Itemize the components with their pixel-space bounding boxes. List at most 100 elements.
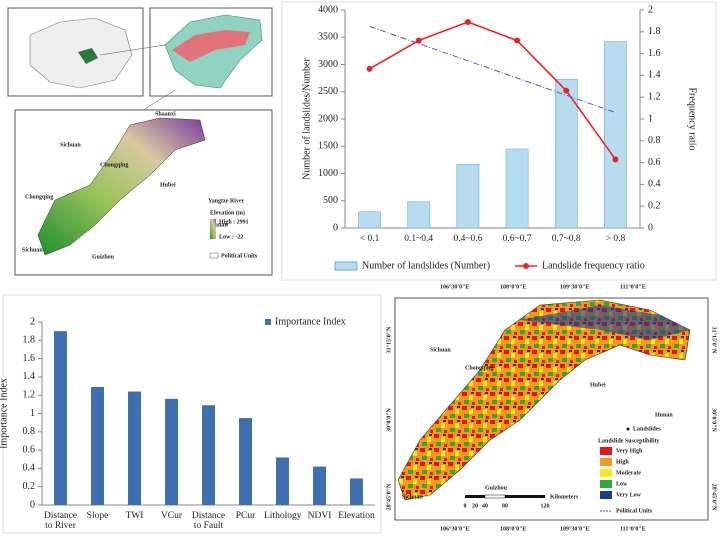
legend-label: Low [616, 481, 628, 487]
legend-label: Landslides [633, 426, 661, 432]
susceptibility-area [397, 299, 691, 501]
y-tick-label: 0 [30, 499, 35, 510]
trendline [369, 25, 616, 113]
tgr-area [172, 30, 250, 62]
region-label: Sichuan [402, 494, 423, 500]
bar [276, 457, 289, 505]
y2-tick-label: 1.8 [648, 26, 661, 37]
scale-tick: 20 [472, 503, 478, 509]
region-label: Sichuan [430, 347, 451, 353]
x-tick-label: Lithology [264, 511, 301, 521]
river-label: Yangtze River [208, 198, 244, 204]
line-marker [514, 37, 521, 44]
y-axis-title: Number of landslides/Number [301, 58, 312, 180]
legend-swatch [600, 458, 612, 466]
bar [604, 41, 627, 229]
legend-swatch [523, 263, 529, 269]
y-tick-label: 1.8 [23, 335, 36, 346]
lon-label: 111°0'0"E [620, 525, 646, 532]
x-tick-label: Slope [86, 511, 109, 521]
susceptibility-map: 106°30'0"E 108°0'0"E 109°30'0"E 111°0'0"… [385, 283, 717, 532]
y-tick-label: 0.2 [23, 481, 36, 492]
y-axis-title: Importance Index [0, 378, 9, 449]
x-tick-slot: TWI [126, 511, 144, 521]
x-tick-slot: Distance to Fault [192, 511, 225, 531]
region-label: Hubei [160, 182, 176, 188]
lon-label: 108°0'0"E [500, 283, 526, 290]
x-tick-label: VCur [160, 511, 183, 521]
x-tick-slot: 0.6~0.7 [503, 234, 532, 244]
bar [165, 398, 178, 505]
y-tick-label: 500 [323, 195, 338, 206]
legend-label: Number of landslides (Number) [362, 260, 490, 271]
y-tick-label: 2 [30, 316, 35, 327]
line-marker [563, 87, 570, 94]
x-tick-slot: 0.1~0.4 [404, 234, 433, 244]
lat-label: 28°45'0"N [711, 484, 718, 511]
y-tick-label: 3000 [318, 59, 338, 70]
legend-label: High : 2991 [219, 219, 249, 225]
bar [239, 418, 252, 505]
lon-label: 109°30'0"E [560, 525, 589, 532]
bar [128, 391, 141, 505]
bar [350, 478, 363, 505]
x-tick-slot: Elevation [338, 511, 374, 521]
bar [456, 163, 480, 229]
lon-label: 109°30'0"E [560, 283, 589, 290]
line [369, 21, 617, 160]
x-tick-slot: 0.4~0.6 [453, 234, 483, 244]
legend-swatch [600, 469, 612, 477]
scale-tick: 80 [502, 503, 508, 509]
legend-ramp [210, 219, 216, 239]
legend-point [626, 427, 630, 431]
y-tick-label: 0.4 [23, 463, 36, 474]
x-tick-slot: 0.7~0.8 [552, 234, 581, 244]
lat-label: 28°45'0"N [385, 483, 392, 510]
y2-tick-label: 0 [648, 222, 653, 233]
legend-swatch [209, 252, 219, 259]
legend-swatch [600, 480, 612, 488]
lon-label: 111°0'0"E [620, 283, 646, 290]
line-marker [415, 37, 422, 44]
line-marker [612, 156, 619, 163]
lat-label: 31°15'0"N [385, 326, 392, 353]
legend-title: Elevation (m) [210, 209, 245, 216]
scale-ticks: 0 20 40 80 120 [464, 503, 550, 509]
bar [313, 466, 326, 505]
line-marker [366, 65, 373, 72]
scale-unit: Kilometers [550, 494, 579, 500]
legend-swatch [334, 261, 358, 271]
bar [505, 148, 529, 229]
x-tick-slot: > 0.8 [606, 234, 626, 244]
y-tick-label: 0.8 [23, 426, 36, 437]
y-tick-label: 1.2 [23, 389, 36, 400]
lat-label: 30°0'0"N [711, 408, 718, 432]
lat-label: 31°15'0"N [711, 327, 718, 354]
legend-title: Landslide Susceptibility [598, 438, 660, 444]
region-label: Chongqing [100, 162, 128, 168]
x-tick-slot: Slope [86, 511, 109, 521]
elevation-area [37, 117, 206, 256]
x-tick-label: 0.4~0.6 [453, 234, 483, 244]
legend-label: High [616, 459, 629, 465]
scale-bar [484, 494, 506, 499]
region-label: Sichuan [22, 247, 43, 253]
elevation-map: Sichuan Chongqing Chongqing Hubei Hunan … [7, 7, 273, 276]
bar [91, 386, 104, 505]
region-label: Hubei [590, 382, 606, 388]
x-tick-slot: Distance to River [44, 511, 77, 531]
x-tick-slot: Lithology [264, 511, 301, 521]
chart-frame [2, 294, 382, 534]
y2-tick-label: 0.2 [648, 200, 661, 211]
legend-swatch [600, 447, 612, 455]
y2-tick-label: 0.6 [648, 157, 661, 168]
region-label: Chongqing [465, 365, 493, 371]
legend-swatch [600, 491, 612, 499]
y-tick-label: 2500 [318, 86, 338, 97]
bar [554, 78, 578, 229]
y-tick-label: 1000 [318, 168, 338, 179]
bar [202, 405, 215, 505]
chart-frame [281, 1, 717, 281]
bar [407, 201, 431, 229]
